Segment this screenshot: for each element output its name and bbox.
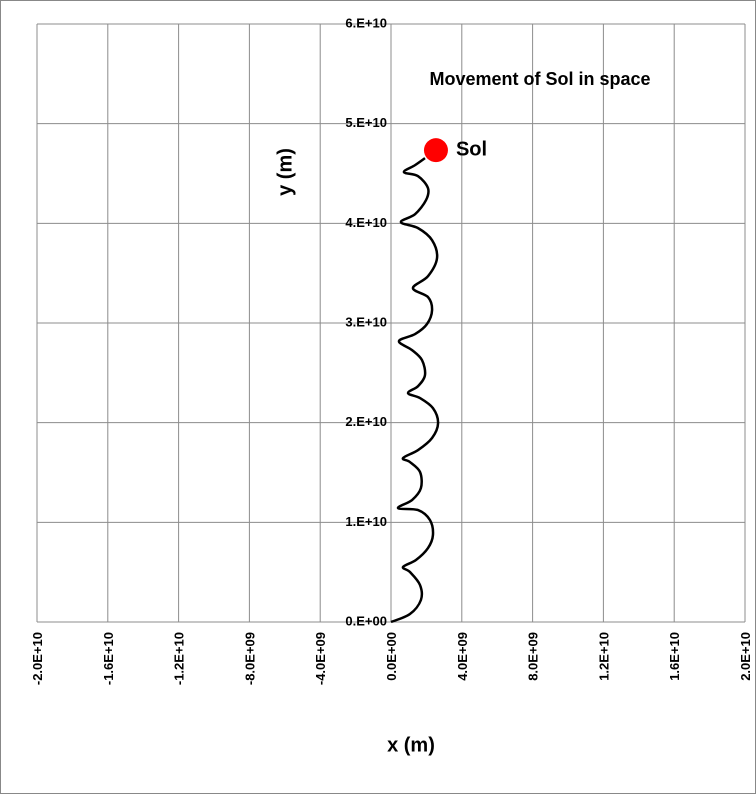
x-tick-label: -1.2E+10 xyxy=(172,632,187,685)
x-tick-label: 4.0E+09 xyxy=(455,632,470,681)
x-tick-label: 8.0E+09 xyxy=(526,632,541,681)
x-tick-label: 1.2E+10 xyxy=(596,632,611,681)
y-axis-label: y (m) xyxy=(274,148,296,196)
y-tick-label: 3.E+10 xyxy=(345,314,387,329)
x-tick-label: -8.0E+09 xyxy=(242,632,257,685)
x-tick-label: -4.0E+09 xyxy=(313,632,328,685)
x-tick-label: -2.0E+10 xyxy=(30,632,45,685)
chart-title: Movement of Sol in space xyxy=(429,69,650,89)
x-tick-label: 0.0E+00 xyxy=(384,632,399,681)
y-tick-label: 2.E+10 xyxy=(345,414,387,429)
x-tick-label: -1.6E+10 xyxy=(101,632,116,685)
y-tick-label: 6.E+10 xyxy=(345,15,387,30)
y-tick-label: 0.E+00 xyxy=(345,613,387,628)
sol-label: Sol xyxy=(456,138,487,160)
trajectory xyxy=(390,157,440,624)
y-tick-label: 4.E+10 xyxy=(345,215,387,230)
x-axis-label: x (m) xyxy=(387,734,435,756)
y-tick-label: 5.E+10 xyxy=(345,115,387,130)
x-tick-label: 2.0E+10 xyxy=(738,632,753,681)
x-tick-label: 1.6E+10 xyxy=(667,632,682,681)
sol-marker xyxy=(423,138,448,163)
y-tick-label: 1.E+10 xyxy=(345,514,387,529)
